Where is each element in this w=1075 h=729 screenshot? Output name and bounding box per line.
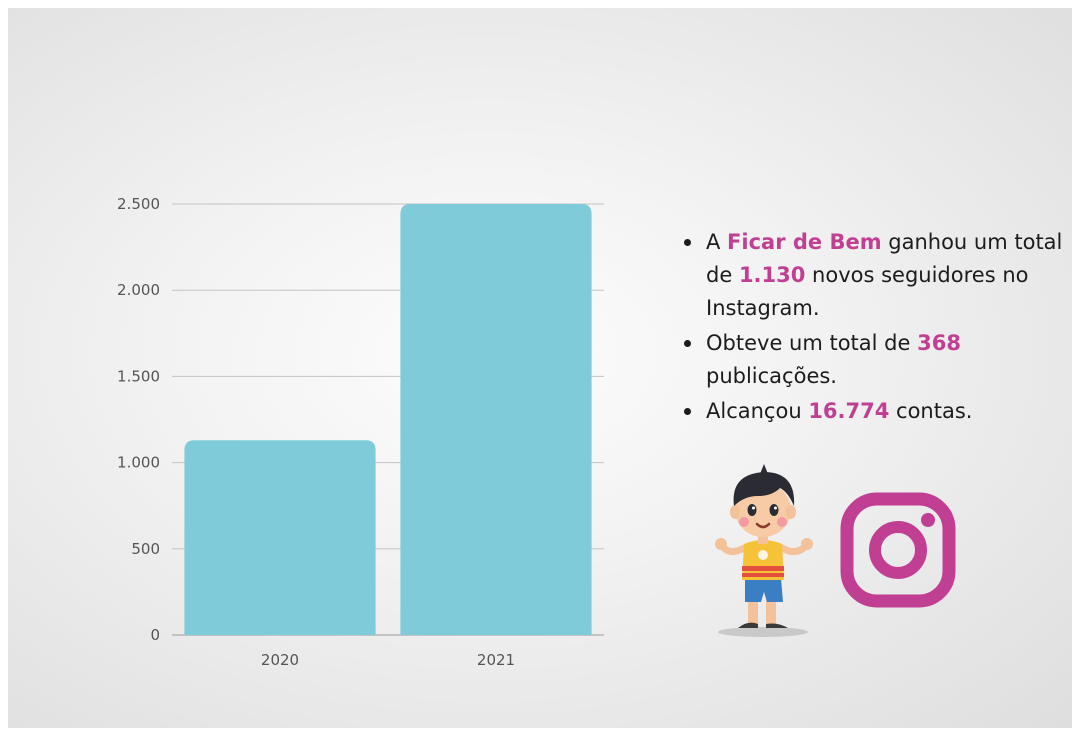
bars [184,204,592,635]
brand-name: Ficar de Bem [727,230,882,254]
stat-text: novos seguidores no Instagram. [706,263,1029,320]
y-tick-label: 500 [131,540,160,558]
stat-text: A [706,230,728,254]
stat-text: ganhou um total de [706,230,1063,287]
posts-count: 368 [917,331,961,355]
y-tick-label: 1.000 [117,454,160,472]
x-tick-label: 2021 [477,651,515,669]
followers-count: 1.130 [738,263,806,287]
stat-reach: Alcançou 16.774 contas. [680,395,1070,428]
x-axis: 2020 2021 [261,651,515,669]
stat-text: Alcançou [706,399,809,423]
y-tick-label: 1.500 [117,367,160,385]
reach-count: 16.774 [808,399,890,423]
y-tick-label: 2.000 [117,281,160,299]
stat-followers: A Ficar de Bem ganhou um total de 1.130 … [680,226,1070,325]
y-tick-label: 0 [150,626,160,644]
x-tick-label: 2020 [261,651,299,669]
bar-chart: 0 500 1.000 1.500 2.000 2.500 2020 2021 [117,195,604,669]
stats-list: A Ficar de Bem ganhou um total de 1.130 … [680,226,1070,430]
stat-text: publicações. [706,364,837,388]
stat-text: Obteve um total de [706,331,918,355]
y-axis: 0 500 1.000 1.500 2.000 2.500 [117,195,160,644]
stat-text: contas. [889,399,973,423]
instagram-icon [840,492,956,608]
y-tick-label: 2.500 [117,195,160,213]
stat-posts: Obteve um total de 368 publicações. [680,327,1070,393]
bar-2021 [400,204,592,635]
bar-2020 [184,440,376,635]
slide: 0 500 1.000 1.500 2.000 2.500 2020 2021 A Fica… [8,8,1072,728]
boy-illustration-icon [715,464,813,637]
